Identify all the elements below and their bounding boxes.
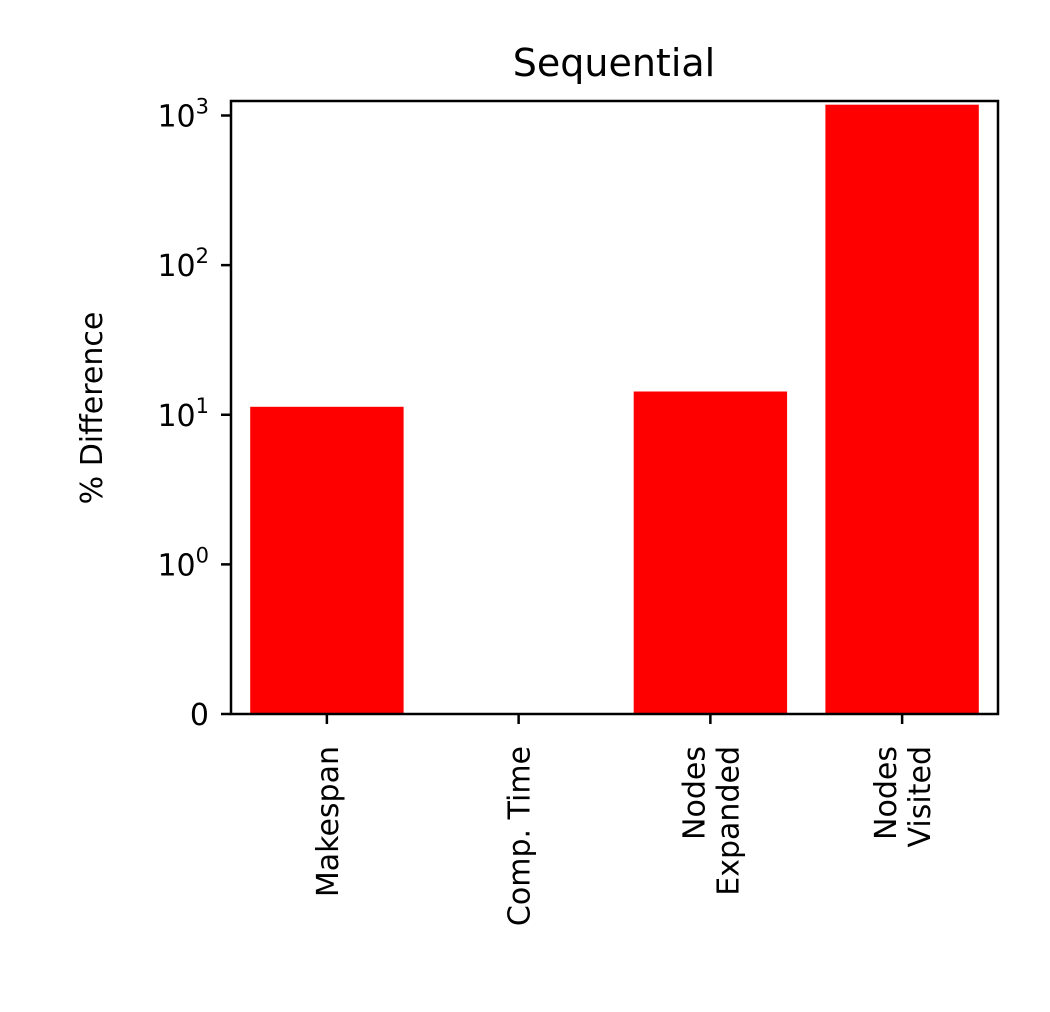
plot-frame xyxy=(229,99,1000,716)
x-tick-label: Nodes xyxy=(677,746,712,840)
x-tick-label: Nodes xyxy=(869,746,904,840)
y-tick-label: 103 xyxy=(157,95,209,135)
x-tick-label: Visited xyxy=(903,746,938,847)
y-tick-label: 102 xyxy=(157,244,209,284)
y-tick-label: 0 xyxy=(190,698,209,733)
x-tick-label: Comp. Time xyxy=(503,746,538,926)
bar xyxy=(250,406,404,714)
bars-layer xyxy=(250,104,979,714)
chart-title: Sequential xyxy=(513,41,715,85)
x-tick-label: Makespan xyxy=(311,746,346,897)
y-tick-label: 101 xyxy=(157,394,209,434)
bar xyxy=(633,391,788,714)
y-tick-label: 100 xyxy=(157,543,209,583)
y-axis-label: % Difference xyxy=(75,312,110,505)
x-tick-label: Expanded xyxy=(711,746,746,896)
bar xyxy=(825,104,979,714)
